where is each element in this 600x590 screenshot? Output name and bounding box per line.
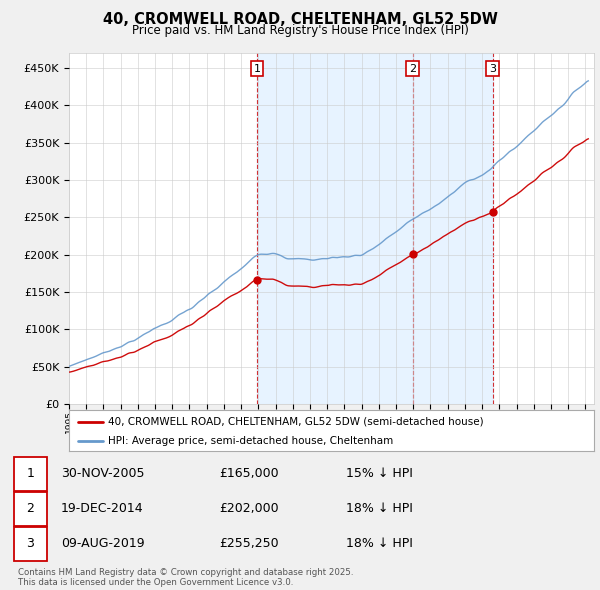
Bar	[413, 53, 493, 404]
Text: HPI: Average price, semi-detached house, Cheltenham: HPI: Average price, semi-detached house,…	[109, 436, 394, 446]
Text: 40, CROMWELL ROAD, CHELTENHAM, GL52 5DW: 40, CROMWELL ROAD, CHELTENHAM, GL52 5DW	[103, 12, 497, 27]
Text: Contains HM Land Registry data © Crown copyright and database right 2025.
This d: Contains HM Land Registry data © Crown c…	[18, 568, 353, 587]
Text: 1: 1	[253, 64, 260, 74]
Text: 3: 3	[489, 64, 496, 74]
Bar	[257, 53, 413, 404]
Text: Price paid vs. HM Land Registry's House Price Index (HPI): Price paid vs. HM Land Registry's House …	[131, 24, 469, 37]
FancyBboxPatch shape	[14, 457, 47, 491]
Text: 3: 3	[26, 537, 34, 550]
Text: 18% ↓ HPI: 18% ↓ HPI	[346, 537, 413, 550]
Text: 1: 1	[26, 467, 34, 480]
FancyBboxPatch shape	[14, 492, 47, 526]
Text: £165,000: £165,000	[220, 467, 279, 480]
Text: 30-NOV-2005: 30-NOV-2005	[61, 467, 145, 480]
Text: 09-AUG-2019: 09-AUG-2019	[61, 537, 145, 550]
Text: 2: 2	[409, 64, 416, 74]
Text: 18% ↓ HPI: 18% ↓ HPI	[346, 502, 413, 516]
Text: 15% ↓ HPI: 15% ↓ HPI	[346, 467, 413, 480]
Text: £202,000: £202,000	[220, 502, 279, 516]
Text: £255,250: £255,250	[220, 537, 279, 550]
Text: 2: 2	[26, 502, 34, 516]
FancyBboxPatch shape	[14, 527, 47, 560]
Text: 19-DEC-2014: 19-DEC-2014	[61, 502, 143, 516]
Text: 40, CROMWELL ROAD, CHELTENHAM, GL52 5DW (semi-detached house): 40, CROMWELL ROAD, CHELTENHAM, GL52 5DW …	[109, 417, 484, 427]
